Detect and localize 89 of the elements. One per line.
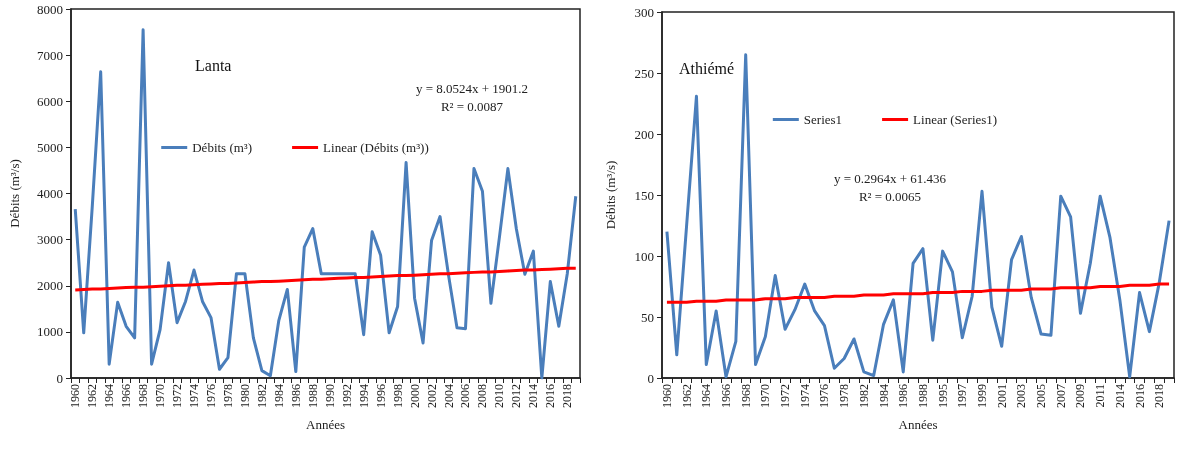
line-series: [665, 282, 1171, 304]
x-tick-label: 2005: [1034, 384, 1049, 408]
x-tick-label: 2000: [407, 384, 422, 408]
x-tick-label: 1984: [876, 384, 891, 408]
x-tick-label: 2006: [458, 384, 473, 408]
y-tick-label: 250: [634, 65, 654, 81]
x-tick-label: 1960: [659, 384, 674, 408]
y-tick-label: 300: [634, 4, 654, 20]
x-tick-label: 1996: [373, 384, 388, 408]
x-tick-label: 1964: [102, 384, 117, 408]
x-tick-label: 2014: [526, 384, 541, 408]
x-tick-label: 1998: [390, 384, 405, 408]
x-tick-label: 1970: [153, 384, 168, 408]
y-tick-label: 150: [634, 187, 654, 203]
x-tick-label: 2003: [1014, 384, 1029, 408]
x-tick-label: 2002: [424, 384, 439, 408]
x-tick-label: 1986: [896, 384, 911, 408]
x-tick-label: 1997: [955, 384, 970, 408]
x-tick-label: 1966: [119, 384, 134, 408]
x-tick-label: 2007: [1053, 384, 1068, 408]
text: Athiémé: [679, 59, 735, 77]
y-tick-label: 3000: [37, 232, 63, 248]
y-tick-label: 100: [634, 248, 654, 264]
x-tick-label: 2016: [1132, 384, 1147, 408]
y-tick-label: 2000: [37, 278, 63, 294]
x-tick-label: 1988: [915, 384, 930, 408]
line-series: [665, 53, 1171, 379]
line-series: [73, 266, 578, 292]
legend-label: Débits (m³): [192, 140, 253, 155]
x-tick-label: 1968: [738, 384, 753, 408]
y-axis-title: Débits (m³/s): [603, 160, 618, 230]
y-tick-label: 0: [647, 370, 654, 386]
x-tick-label: 2010: [492, 384, 507, 408]
legend-label: Linear (Débits (m³)): [323, 140, 429, 155]
x-tick-label: 1972: [778, 384, 793, 408]
x-tick-label: 1976: [203, 384, 218, 408]
y-tick-label: 5000: [37, 139, 63, 155]
x-tick-label: 2001: [994, 384, 1009, 408]
x-tick-label: 1982: [856, 384, 871, 408]
x-tick-label: 1962: [85, 384, 100, 408]
x-tick-label: 1980: [237, 384, 252, 408]
x-tick-label: 1970: [758, 384, 773, 408]
y-axis-title: Débits (m³/s): [7, 159, 22, 228]
text: Lanta: [195, 56, 232, 74]
x-tick-label: 1982: [254, 384, 269, 408]
x-tick-label: 1992: [339, 384, 354, 408]
x-tick-label: 2004: [441, 384, 456, 408]
legend-label: Linear (Series1): [913, 112, 998, 127]
x-tick-label: 1964: [699, 384, 714, 408]
x-tick-label: 2018: [1152, 384, 1167, 408]
x-tick-label: 2018: [560, 384, 575, 408]
y-tick-label: 1000: [37, 324, 63, 340]
y-tick-label: 50: [641, 309, 654, 325]
y-tick-label: 8000: [37, 1, 63, 17]
x-tick-label: 2016: [543, 384, 558, 408]
x-axis-title: Années: [306, 417, 345, 432]
y-tick-label: 7000: [37, 47, 63, 63]
x-tick-label: 2009: [1073, 384, 1088, 408]
x-tick-label: 1978: [220, 384, 235, 408]
y-tick-label: 6000: [37, 93, 63, 109]
annotation: R² = 0.0065: [858, 189, 922, 204]
x-tick-label: 1966: [719, 384, 733, 408]
x-tick-label: 1968: [136, 384, 151, 408]
y-tick-label: 0: [56, 370, 63, 386]
x-tick-label: 1960: [68, 384, 83, 408]
x-tick-label: 1994: [356, 384, 371, 408]
x-tick-label: 1974: [797, 384, 812, 408]
x-tick-label: 1974: [187, 384, 202, 408]
x-tick-label: 2012: [509, 384, 524, 408]
x-tick-label: 1990: [322, 384, 337, 408]
x-tick-label: 1976: [817, 384, 832, 408]
y-tick-label: 200: [634, 126, 654, 142]
y-tick-label: 4000: [37, 186, 63, 201]
x-tick-label: 1984: [271, 384, 286, 408]
x-tick-label: 1972: [170, 384, 185, 408]
annotation: R² = 0.0087: [440, 99, 504, 114]
x-tick-label: 2014: [1112, 384, 1127, 408]
x-tick-label: 1978: [837, 384, 852, 408]
x-tick-label: 1999: [975, 384, 989, 408]
x-tick-label: 2008: [475, 384, 490, 408]
legend-label: Series1: [803, 112, 843, 127]
x-tick-label: 2011: [1093, 384, 1108, 408]
x-tick-label: 1986: [288, 384, 303, 408]
annotation: y = 8.0524x + 1901.2: [415, 81, 529, 96]
x-tick-label: 1962: [679, 384, 694, 408]
x-axis-title: Années: [898, 417, 938, 432]
x-tick-label: 1995: [935, 384, 950, 408]
x-tick-label: 1988: [305, 384, 320, 408]
annotation: y = 0.2964x + 61.436: [833, 171, 947, 186]
